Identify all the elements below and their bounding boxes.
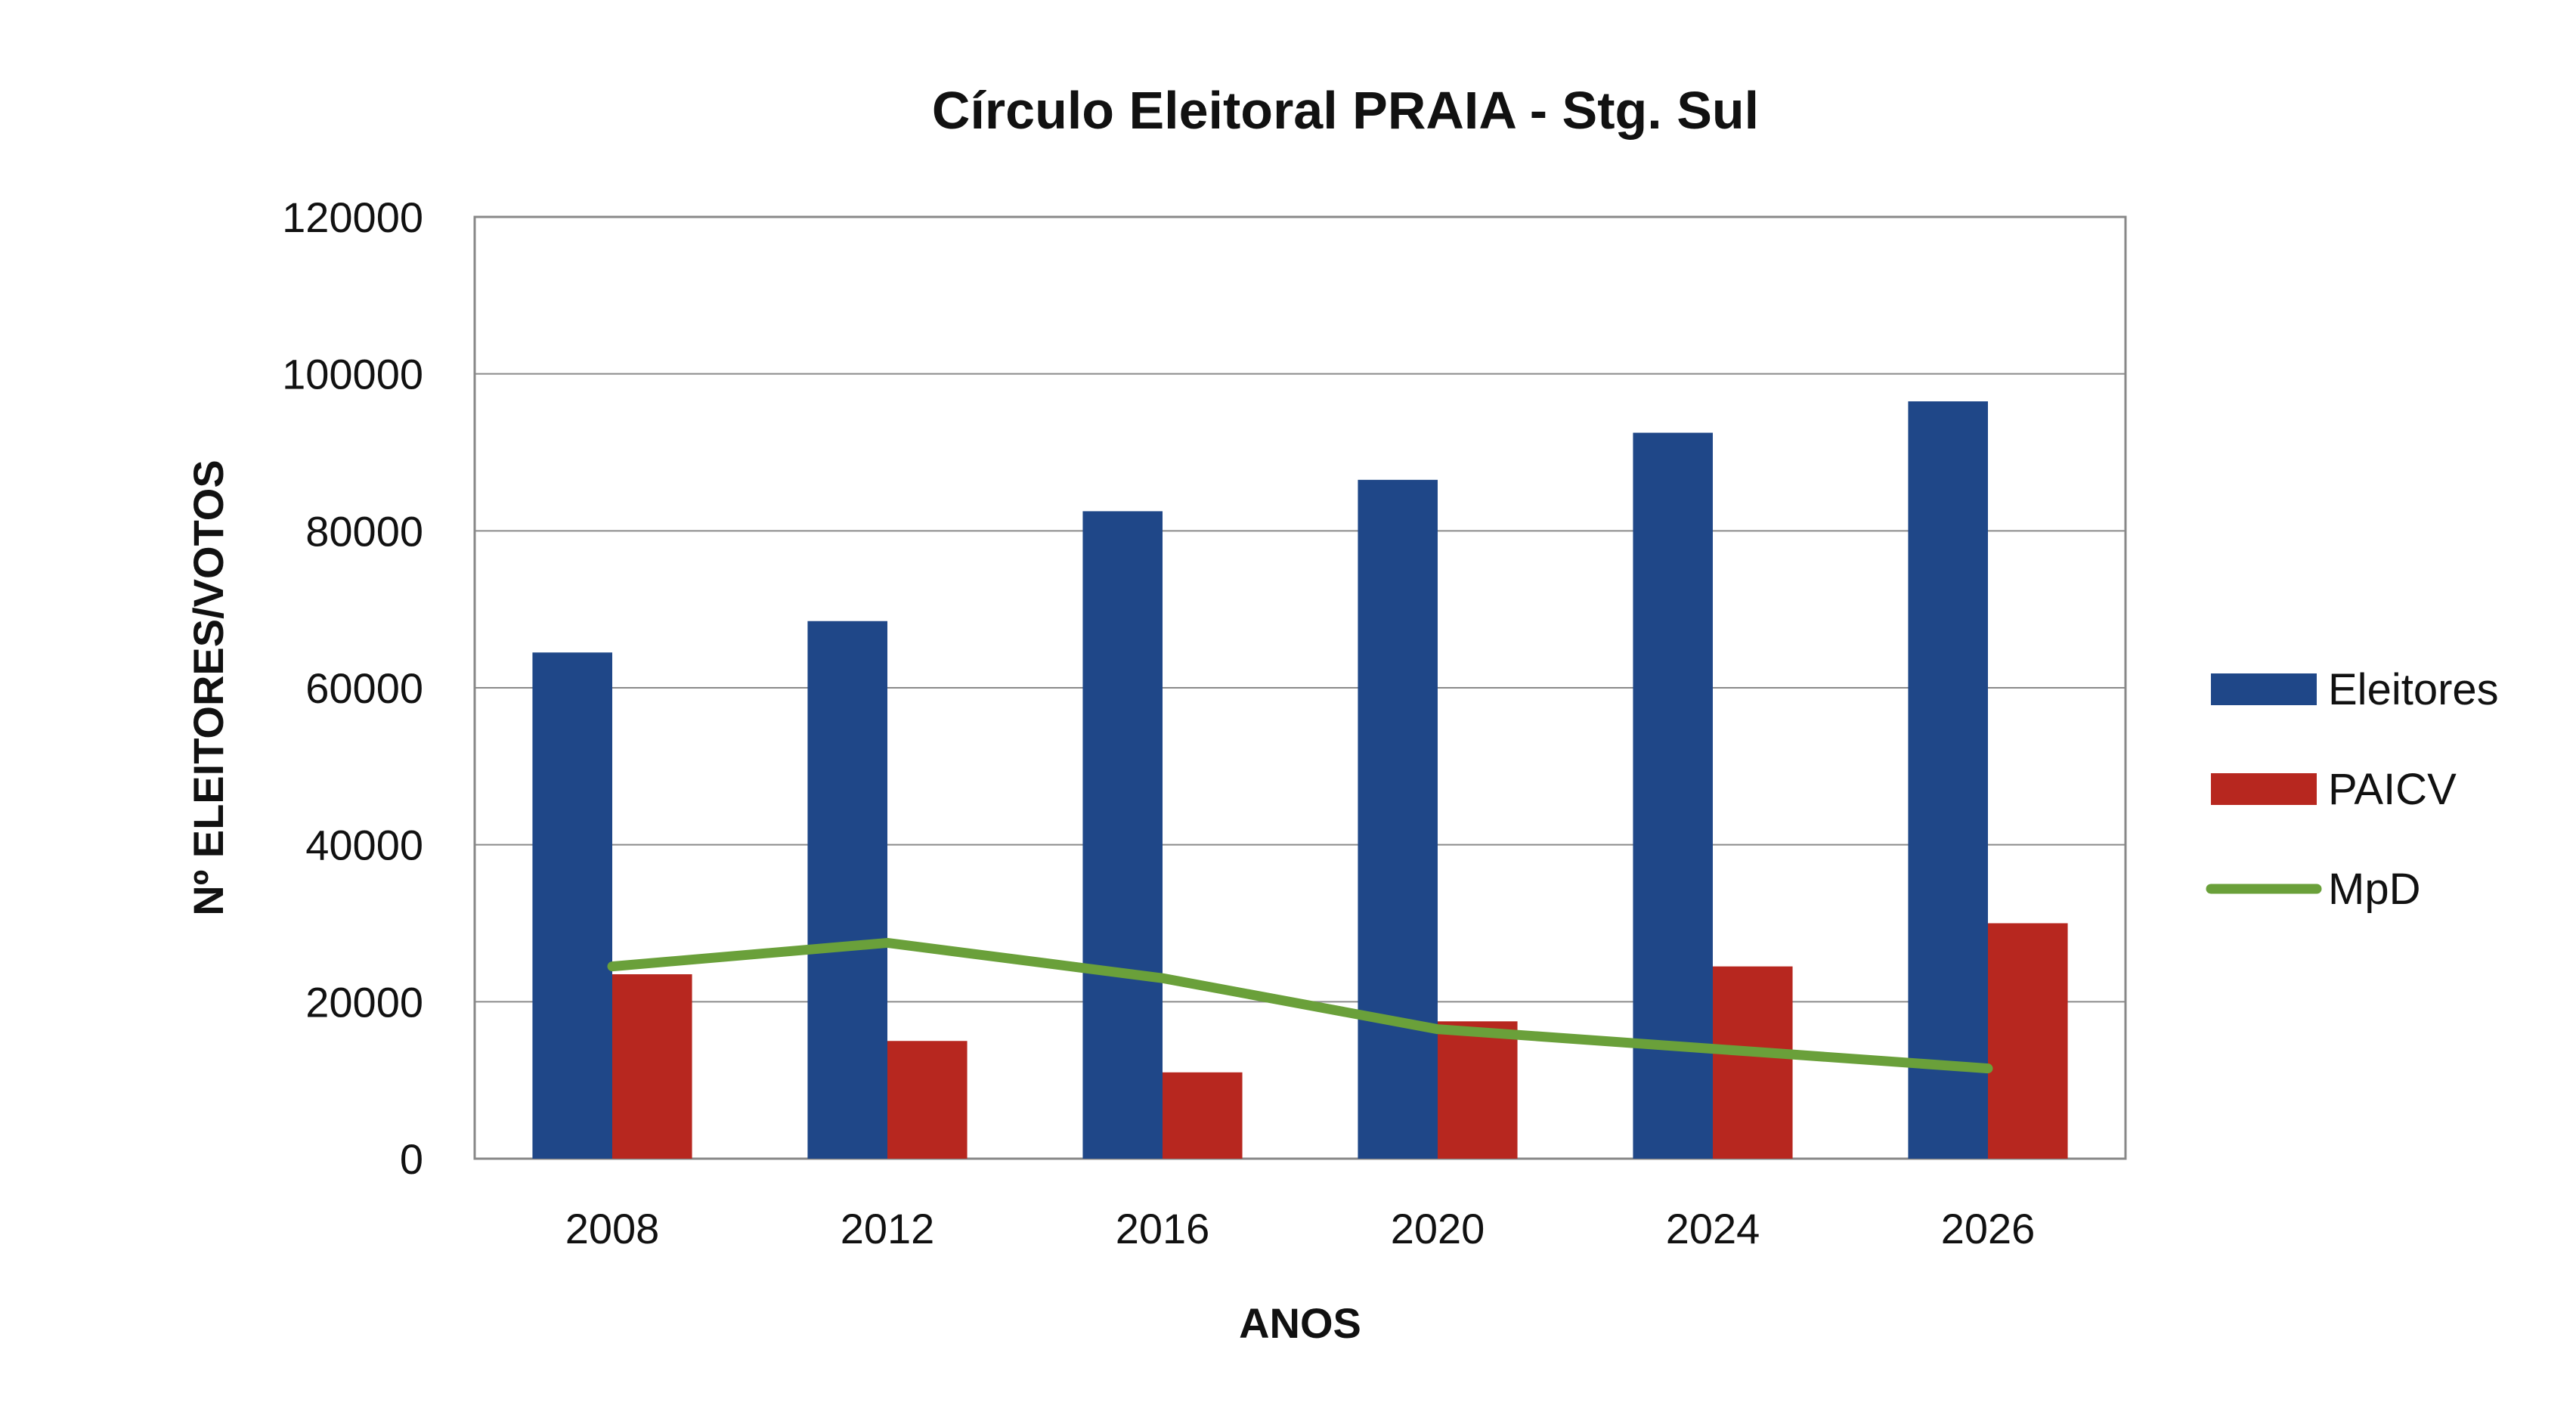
x-tick-label: 2008 xyxy=(565,1205,660,1252)
y-tick-label: 120000 xyxy=(282,193,423,241)
bars xyxy=(532,401,2068,1159)
x-tick-label: 2024 xyxy=(1666,1205,1760,1252)
series-lines xyxy=(607,937,1993,1074)
bar-eleitores xyxy=(1082,511,1163,1159)
plot-frame xyxy=(473,215,2127,1160)
legend-label-paicv: PAICV xyxy=(2328,765,2457,814)
bar-paicv xyxy=(1163,1072,1243,1159)
legend-swatch-paicv xyxy=(2211,773,2317,805)
x-axis-label: ANOS xyxy=(1239,1299,1361,1347)
legend: Eleitores PAICV MpD xyxy=(2206,665,2499,914)
y-tick-label: 100000 xyxy=(282,351,423,398)
bar-eleitores xyxy=(807,621,887,1159)
legend-label-mpd: MpD xyxy=(2328,865,2420,914)
bar-paicv xyxy=(612,974,692,1159)
bar-eleitores xyxy=(1358,479,1438,1159)
y-tick-label: 60000 xyxy=(305,664,423,712)
line-mpd xyxy=(607,937,1993,1074)
y-tick-label: 20000 xyxy=(305,978,423,1026)
bar-paicv xyxy=(1988,923,2068,1159)
x-axis-ticks: 2008 2012 2016 2020 2024 2026 xyxy=(565,1205,2036,1252)
bar-paicv xyxy=(1713,966,1793,1159)
chart-title: Círculo Eleitoral PRAIA - Stg. Sul xyxy=(932,81,1759,140)
y-tick-label: 80000 xyxy=(305,507,423,555)
bar-paicv xyxy=(887,1041,968,1159)
bar-paicv xyxy=(1438,1021,1518,1159)
x-tick-label: 2016 xyxy=(1116,1205,1210,1252)
y-tick-label: 0 xyxy=(400,1135,423,1183)
x-tick-label: 2012 xyxy=(841,1205,935,1252)
y-axis-ticks: 0 20000 40000 60000 80000 100000 120000 xyxy=(282,193,423,1183)
bar-eleitores xyxy=(1908,401,1988,1159)
x-tick-label: 2020 xyxy=(1391,1205,1485,1252)
bar-eleitores xyxy=(532,652,612,1159)
legend-swatch-eleitores xyxy=(2211,673,2317,705)
y-axis-label: Nº ELEITORES/VOTOS xyxy=(184,460,232,915)
bar-eleitores xyxy=(1633,432,1713,1159)
legend-label-eleitores: Eleitores xyxy=(2328,665,2499,714)
gridlines xyxy=(475,373,2126,1003)
x-tick-label: 2026 xyxy=(1941,1205,2036,1252)
y-tick-label: 40000 xyxy=(305,822,423,869)
